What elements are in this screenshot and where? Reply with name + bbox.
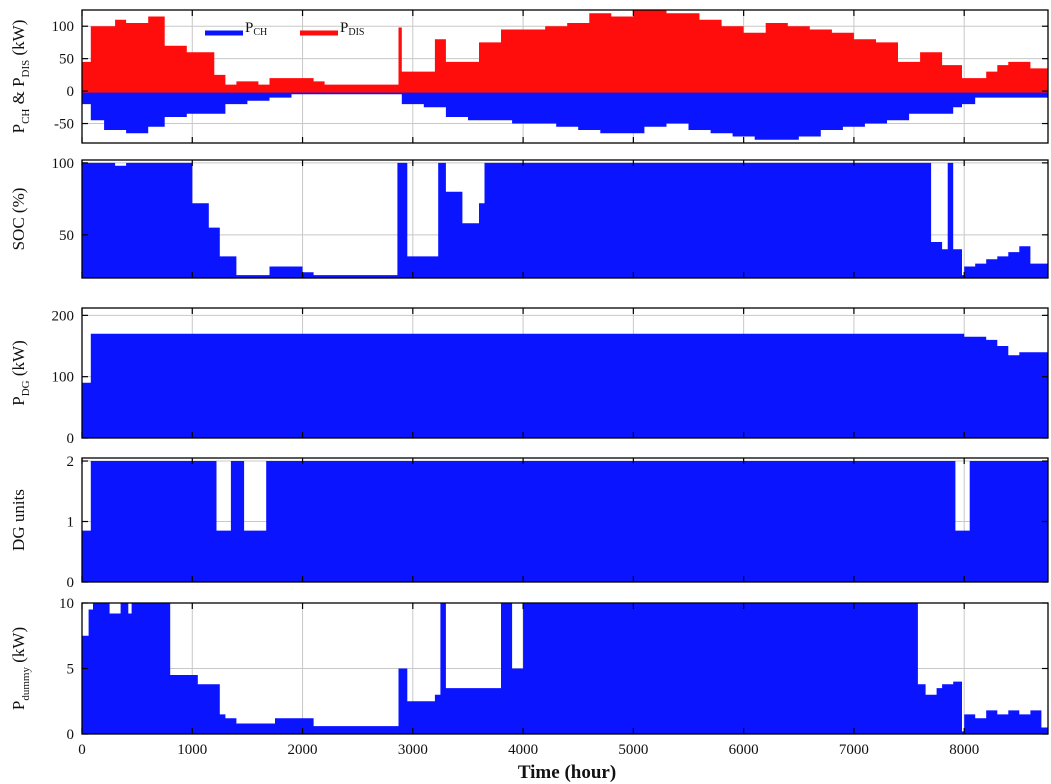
y-tick-label: 2 — [67, 454, 75, 470]
y-axis-label: DG units — [9, 489, 28, 551]
x-tick-label: 0 — [78, 742, 86, 758]
x-tick-label: 7000 — [839, 742, 869, 758]
panel-dgunits: 2 1 0 DG units — [9, 454, 1049, 591]
y-axis-label: PCH & PDIS (kW) — [9, 20, 32, 134]
x-tick-label: 2000 — [288, 742, 318, 758]
y-tick-label: 0 — [67, 575, 75, 591]
panel-soc: 100 50 SOC (%) — [9, 156, 1049, 279]
series-area-charge — [82, 91, 1048, 140]
series-group — [82, 603, 1048, 734]
y-tick-label: 200 — [52, 308, 75, 324]
x-tick-label: 5000 — [618, 742, 648, 758]
plot-frame — [81, 159, 1049, 279]
y-tick-label: 1 — [67, 515, 75, 531]
series-area-series-0 — [82, 461, 1048, 582]
series-area-series-0 — [82, 162, 1048, 278]
series-group — [82, 162, 1048, 278]
legend-label-0: PCH — [245, 20, 267, 38]
panel-pch: 100 50 0 -50 PCH & PDIS (kW) PCH PDIS — [9, 9, 1049, 144]
x-tick-label: 6000 — [729, 742, 759, 758]
y-axis-label: PDG (kW) — [9, 340, 32, 405]
plot-frame — [81, 307, 1049, 439]
y-tick-label: 50 — [59, 52, 74, 68]
y-tick-label: 100 — [52, 19, 75, 35]
y-tick-label: 100 — [52, 370, 75, 386]
series-group — [82, 333, 1048, 438]
y-tick-label: 5 — [67, 662, 75, 678]
y-tick-label: 0 — [67, 84, 75, 100]
y-axis-label: SOC (%) — [9, 188, 28, 251]
series-area-discharge — [82, 10, 1048, 92]
y-tick-label: 0 — [67, 727, 75, 743]
x-tick-label: 1000 — [177, 742, 207, 758]
legend-label-1: PDIS — [340, 20, 364, 38]
series-area-series-0 — [82, 603, 1048, 734]
x-tick-label: 4000 — [508, 742, 538, 758]
y-tick-label: -50 — [54, 117, 74, 133]
plot-frame — [81, 9, 1049, 144]
series-group — [82, 461, 1048, 582]
legend: PCH PDIS — [205, 20, 364, 38]
x-axis-label: Time (hour) — [518, 762, 616, 783]
y-tick-label: 10 — [59, 596, 74, 612]
y-tick-label: 0 — [67, 431, 75, 447]
y-tick-label: 100 — [52, 156, 75, 172]
series-group — [82, 10, 1048, 140]
panel-pdg: 200 100 0 PDG (kW) — [9, 307, 1049, 447]
plot-frame — [81, 457, 1049, 583]
x-tick-label: 8000 — [949, 742, 979, 758]
series-area-series-0 — [82, 333, 1048, 438]
y-tick-label: 50 — [59, 228, 74, 244]
x-tick-label: 3000 — [398, 742, 428, 758]
panel-pdummy: 10 5 0 Pdummy (kW) 0 1000 2000 3000 4000 5000 6000… — [9, 596, 1049, 758]
y-axis-label: Pdummy (kW) — [9, 627, 32, 710]
